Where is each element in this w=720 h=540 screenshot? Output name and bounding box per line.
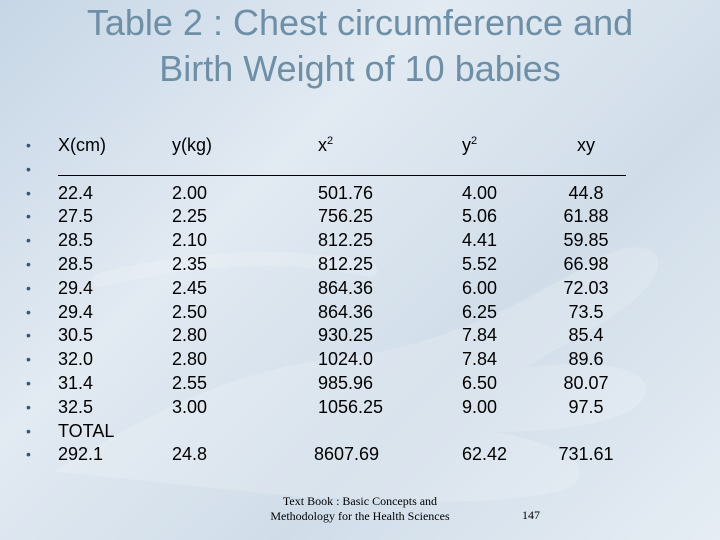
table-cell: 930.25 xyxy=(318,325,374,346)
page-number: 147 xyxy=(522,508,540,522)
table-cell: 97.5 xyxy=(568,396,604,417)
table-cell: 6.00 xyxy=(462,277,498,298)
bullet: • xyxy=(26,184,31,201)
table-cell: 85.4 xyxy=(568,325,604,346)
table-cell: 2.50 xyxy=(172,301,208,322)
table-cell: 32.5 xyxy=(58,396,94,417)
table-cell: 29.4 xyxy=(58,277,94,298)
total-label: TOTAL xyxy=(58,420,115,441)
bullet: • xyxy=(26,374,31,391)
table-cell: 72.03 xyxy=(563,277,609,298)
table-cell: 6.25 xyxy=(462,301,498,322)
table-cell: 812.25 xyxy=(318,230,374,251)
table-cell: 2.35 xyxy=(172,253,208,274)
table-cell: 29.4 xyxy=(58,301,94,322)
header-underline xyxy=(58,175,626,176)
table-cell: 2.80 xyxy=(172,325,208,346)
total-cell: 24.8 xyxy=(172,444,208,465)
table-cell: 3.00 xyxy=(172,396,208,417)
table-cell: 59.85 xyxy=(563,230,609,251)
bullet: • xyxy=(26,398,31,415)
table-cell: 1056.25 xyxy=(318,396,384,417)
table-cell: 32.0 xyxy=(58,349,94,370)
title-line-1: Table 2 : Chest circumference and xyxy=(86,2,634,43)
table-cell: 864.36 xyxy=(318,301,374,322)
table-cell: 9.00 xyxy=(462,396,498,417)
column-header: xy xyxy=(577,135,595,155)
footer-line-1: Text Book : Basic Concepts and xyxy=(282,494,438,508)
total-cell: 62.42 xyxy=(462,444,508,465)
table-cell: 7.84 xyxy=(462,349,498,370)
table-cell: 2.45 xyxy=(172,277,208,298)
column-y-kg: y(kg) 2.00 2.25 2.10 2.35 2.45 2.50 2.80… xyxy=(172,134,212,467)
table-cell: 27.5 xyxy=(58,206,94,227)
table-cell: 985.96 xyxy=(318,372,374,393)
table-cell: 5.52 xyxy=(462,253,498,274)
bullet: • xyxy=(26,351,31,368)
table-cell: 501.76 xyxy=(318,182,374,203)
table-cell: 30.5 xyxy=(58,325,94,346)
table-cell: 5.06 xyxy=(462,206,498,227)
table-cell: 756.25 xyxy=(318,206,374,227)
table-cell: 6.50 xyxy=(462,372,498,393)
bullet-column: • • • • • • • • • • • • • • xyxy=(26,134,40,467)
table-cell: 73.5 xyxy=(568,301,604,322)
table-cell: 2.00 xyxy=(172,182,208,203)
bullet: • xyxy=(26,208,31,225)
bullet: • xyxy=(26,160,31,177)
column-header: y2 xyxy=(462,135,478,155)
table-cell: 28.5 xyxy=(58,230,94,251)
bullet: • xyxy=(26,446,31,463)
table-cell: 61.88 xyxy=(563,206,609,227)
table-cell: 4.00 xyxy=(462,182,498,203)
table-cell: 2.80 xyxy=(172,349,208,370)
table-cell: 864.36 xyxy=(318,277,374,298)
bullet: • xyxy=(26,422,31,439)
column-y-squared: y2 4.00 5.06 4.41 5.52 6.00 6.25 7.84 7.… xyxy=(462,134,507,467)
table-cell: 2.55 xyxy=(172,372,208,393)
total-cell: 731.61 xyxy=(558,444,614,465)
table-cell: 4.41 xyxy=(462,230,498,251)
column-header: X(cm) xyxy=(58,135,106,155)
bullet: • xyxy=(26,303,31,320)
footer-citation: Text Book : Basic Concepts and Methodolo… xyxy=(262,494,458,524)
column-x-squared: x2 501.76 756.25 812.25 812.25 864.36 86… xyxy=(314,134,384,467)
footer-line-2: Methodology for the Health Sciences xyxy=(270,509,450,523)
total-cell: 292.1 xyxy=(58,444,104,465)
table-cell: 2.10 xyxy=(172,230,208,251)
table-cell: 66.98 xyxy=(563,253,609,274)
table-cell: 22.4 xyxy=(58,182,94,203)
background-hand-illustration xyxy=(53,247,659,502)
table-cell: 2.25 xyxy=(172,206,208,227)
slide-title: Table 2 : Chest circumference and Birth … xyxy=(0,0,720,92)
bullet: • xyxy=(26,137,31,153)
bullet: • xyxy=(26,327,31,344)
table-cell: 80.07 xyxy=(563,372,609,393)
table-cell: 812.25 xyxy=(318,253,374,274)
table-cell: 7.84 xyxy=(462,325,498,346)
column-xy: xy 44.8 61.88 59.85 66.98 72.03 73.5 85.… xyxy=(536,134,636,467)
bullet: • xyxy=(26,255,31,272)
bullet: • xyxy=(26,232,31,249)
column-x-cm: X(cm) 22.4 27.5 28.5 28.5 29.4 29.4 30.5… xyxy=(58,134,114,467)
total-cell: 8607.69 xyxy=(314,444,380,465)
column-header: x2 xyxy=(318,135,334,155)
table-cell: 28.5 xyxy=(58,253,94,274)
bullet: • xyxy=(26,279,31,296)
table-cell: 31.4 xyxy=(58,372,94,393)
table-cell: 1024.0 xyxy=(318,349,374,370)
table-cell: 89.6 xyxy=(568,349,604,370)
column-header: y(kg) xyxy=(172,135,212,155)
title-line-2: Birth Weight of 10 babies xyxy=(159,48,561,89)
table-cell: 44.8 xyxy=(568,182,604,203)
